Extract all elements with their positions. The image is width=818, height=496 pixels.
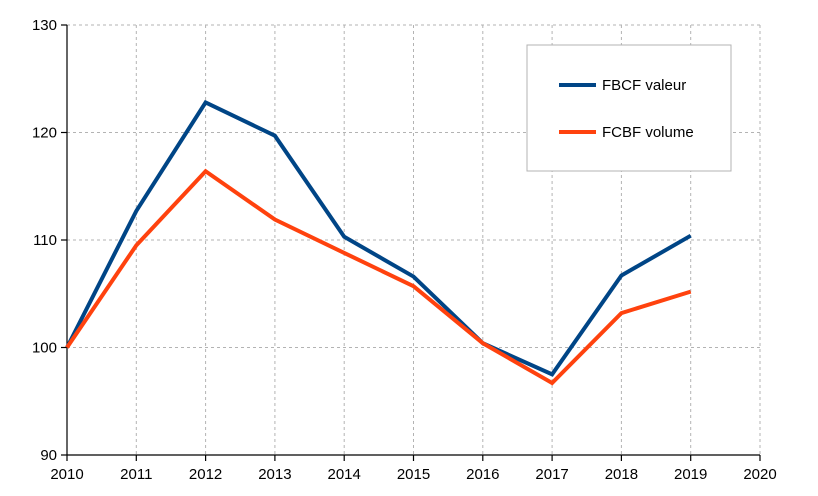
x-tick-label: 2017 [535, 466, 568, 483]
x-tick-label: 2013 [258, 466, 291, 483]
x-tick-label: 2010 [50, 466, 83, 483]
legend-box [527, 45, 731, 171]
y-tick-label: 90 [40, 447, 57, 464]
legend-label-fcbf-volume: FCBF volume [602, 124, 694, 141]
series-line-fcbf-volume [67, 171, 691, 383]
x-tick-label: 2018 [605, 466, 638, 483]
x-tick-label: 2019 [674, 466, 707, 483]
legend-label-fbcf-valeur: FBCF valeur [602, 77, 686, 94]
x-tick-label: 2012 [189, 466, 222, 483]
legend: FBCF valeur FCBF volume [527, 45, 731, 171]
x-tick-label: 2016 [466, 466, 499, 483]
x-tick-label: 2011 [120, 466, 152, 483]
x-tick-label: 2020 [743, 466, 776, 483]
y-tick-label: 100 [32, 340, 57, 357]
y-tick-label: 120 [32, 125, 57, 142]
y-tick-label: 110 [33, 232, 57, 249]
x-tick-label: 2014 [328, 466, 361, 483]
x-tick-label: 2015 [397, 466, 430, 483]
y-tick-label: 130 [32, 17, 57, 34]
